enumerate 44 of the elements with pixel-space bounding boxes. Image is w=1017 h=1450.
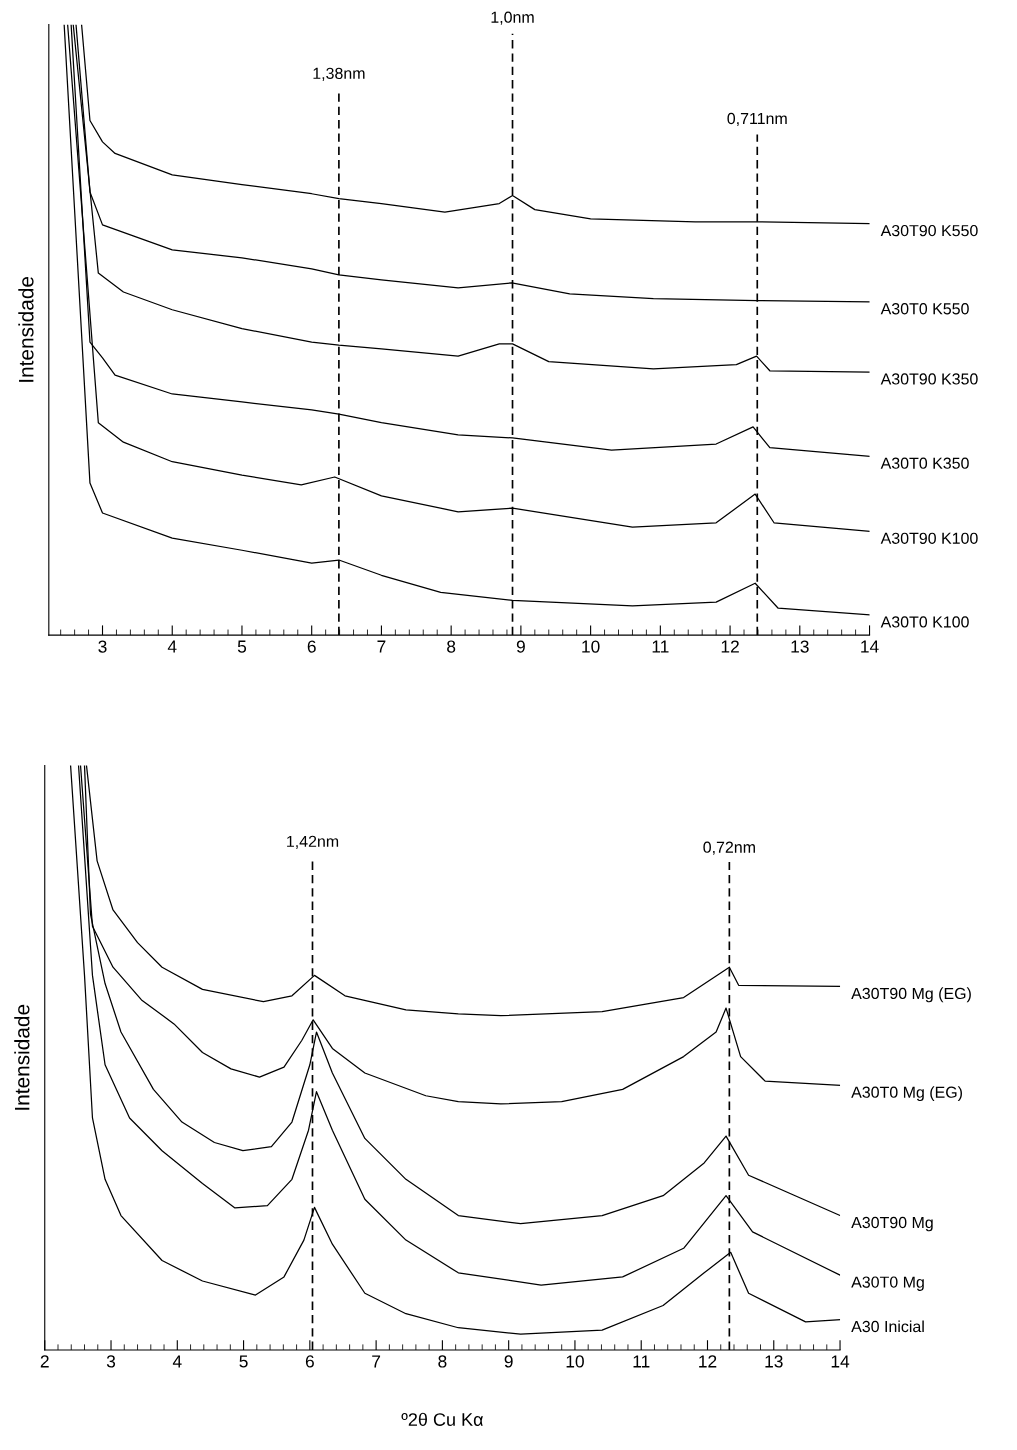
series-label: A30T0 K550 <box>880 303 969 315</box>
y-axis-title: Intensidade <box>14 1004 30 1110</box>
series-label: A30T90 K350 <box>880 373 978 385</box>
x-tick-label: 10 <box>582 640 600 653</box>
series-label: A30T0 K100 <box>880 616 969 628</box>
series-label: A30T90 K100 <box>880 532 978 544</box>
x-tick-label: 10 <box>566 1355 584 1368</box>
x-tick-label: 9 <box>516 640 525 653</box>
x-tick-label: 4 <box>167 640 177 653</box>
series-label: A30T90 Mg (EG) <box>851 987 971 1003</box>
x-tick-label: 8 <box>447 640 456 653</box>
series-label: A30T0 Mg (EG) <box>851 1086 962 1102</box>
x-tick-label: 12 <box>699 1355 717 1368</box>
x-tick-label: 14 <box>831 1355 850 1368</box>
x-tick-label: 7 <box>377 640 386 653</box>
x-tick-label: 9 <box>504 1355 513 1368</box>
x-tick-label: 6 <box>305 1355 314 1368</box>
ref-line-label: 0,72nm <box>703 841 755 855</box>
ref-line-label: 1,0nm <box>491 11 534 25</box>
ref-line-label: 0,711nm <box>727 112 787 127</box>
ref-line-label: 1,38nm <box>313 67 365 81</box>
x-tick-label: 5 <box>239 1355 248 1368</box>
x-tick-label: 6 <box>307 640 316 653</box>
x-tick-label: 7 <box>372 1355 381 1368</box>
x-tick-label: 3 <box>106 1355 116 1368</box>
x-axis-title: º2θ Cu Kα <box>401 1412 484 1426</box>
series-label: A30 Inicial <box>851 1320 924 1333</box>
x-tick-label: 13 <box>791 640 809 653</box>
ref-line-label: 1,42nm <box>287 835 339 849</box>
series-label: A30T90 K550 <box>880 224 978 237</box>
x-tick-label: 8 <box>438 1355 447 1368</box>
x-tick-label: 4 <box>172 1355 182 1368</box>
x-tick-label: 11 <box>652 640 669 653</box>
series-label: A30T0 K350 <box>880 457 969 469</box>
series-label: A30T90 Mg <box>851 1216 933 1232</box>
x-tick-label: 5 <box>237 640 247 653</box>
x-tick-label: 13 <box>765 1355 783 1368</box>
x-tick-label: 2 <box>40 1355 49 1368</box>
x-tick-label: 12 <box>721 640 739 653</box>
x-tick-label: 11 <box>633 1355 650 1368</box>
x-tick-label: 3 <box>98 640 107 653</box>
x-tick-label: 14 <box>861 640 879 653</box>
series-label: A30T0 Mg <box>851 1276 924 1291</box>
y-axis-title: Intensidade <box>18 276 34 382</box>
